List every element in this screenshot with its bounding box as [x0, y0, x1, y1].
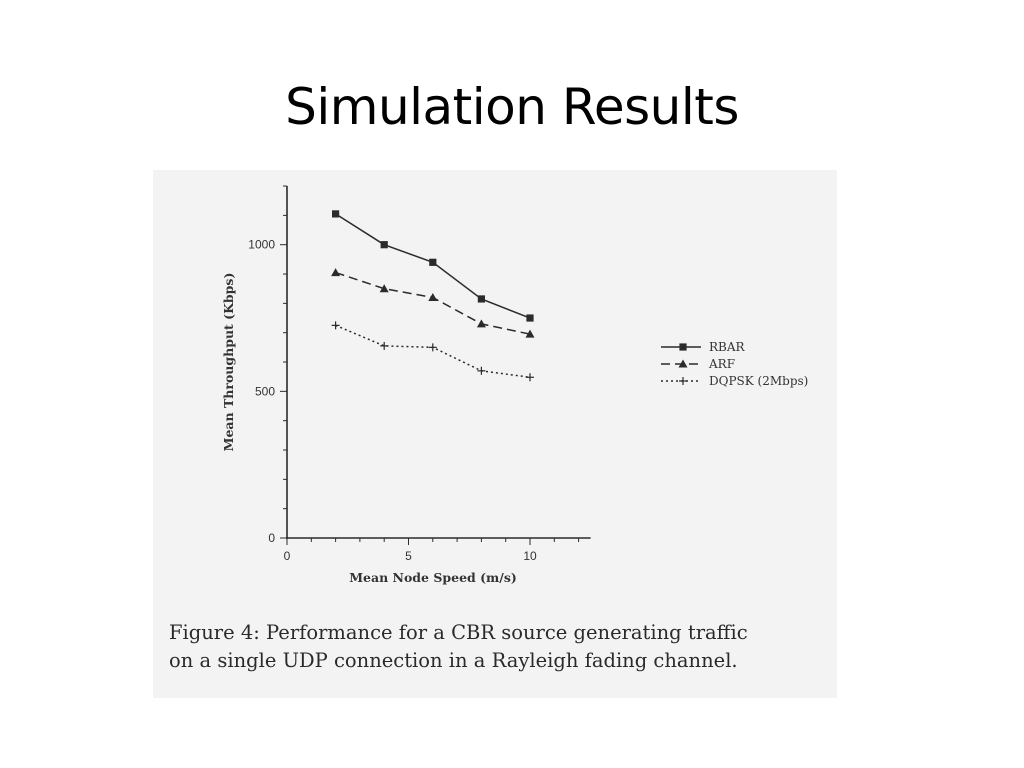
y-axis-label: Mean Throughput (Kbps) [221, 273, 236, 452]
y-tick-label: 0 [268, 531, 275, 545]
data-point-arf [428, 292, 438, 301]
data-point-arf [525, 329, 535, 338]
legend-marker-dqpsk-2mbps [679, 377, 687, 385]
x-tick-label: 10 [523, 549, 537, 563]
legend-label-rbar: RBAR [709, 340, 746, 354]
legend-label-dqpsk-2mbps: DQPSK (2Mbps) [709, 374, 808, 388]
caption-line-2: on a single UDP connection in a Rayleigh… [169, 649, 738, 672]
figure-caption: Figure 4: Performance for a CBR source g… [169, 619, 833, 675]
x-tick-label: 5 [405, 549, 412, 563]
legend-marker-rbar [679, 343, 687, 351]
data-point-rbar [526, 314, 534, 322]
y-tick-label: 500 [255, 384, 275, 398]
data-point-rbar [429, 258, 437, 266]
data-point-arf [331, 268, 341, 277]
series-line-arf [335, 271, 531, 335]
throughput-chart: 0 500 1000 0 5 10 Mean Node Speed (m/s) Mean Th… [221, 185, 808, 585]
data-point-dqpsk-2mbps [477, 366, 486, 375]
data-point-arf [476, 319, 486, 328]
data-point-arf [379, 284, 389, 293]
y-tick-label: 1000 [248, 238, 275, 252]
data-point-dqpsk-2mbps [331, 321, 340, 330]
caption-line-1: Figure 4: Performance for a CBR source g… [169, 621, 748, 644]
data-point-rbar [380, 241, 388, 249]
slide-title: Simulation Results [285, 78, 739, 136]
x-axis-label: Mean Node Speed (m/s) [349, 570, 517, 585]
legend-label-arf: ARF [708, 357, 735, 371]
data-point-dqpsk-2mbps [428, 343, 437, 352]
legend-marker-arf [678, 359, 688, 368]
data-point-rbar [332, 210, 340, 218]
scanned-figure: 0 500 1000 0 5 10 Mean Node Speed (m/s) Mean Th… [153, 170, 837, 698]
data-point-dqpsk-2mbps [526, 373, 534, 382]
data-point-dqpsk-2mbps [380, 341, 389, 350]
series-line-rbar [335, 213, 531, 319]
data-point-rbar [477, 295, 485, 303]
x-tick-label: 0 [284, 549, 291, 563]
